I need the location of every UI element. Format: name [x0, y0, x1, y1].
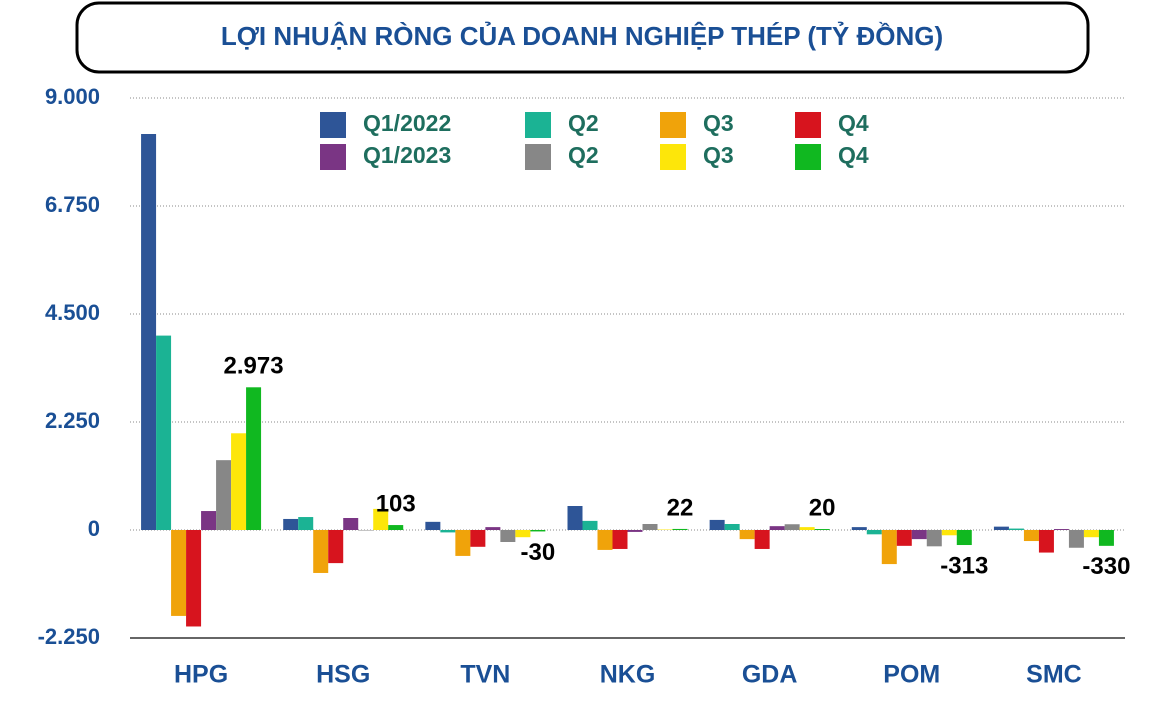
bar [283, 518, 299, 530]
bar [373, 508, 389, 530]
bar [597, 530, 613, 550]
y-tick-label: 4.500 [45, 300, 100, 325]
bar [754, 530, 770, 549]
bar [866, 530, 882, 535]
bar [455, 530, 471, 556]
bar [246, 387, 262, 530]
bar [926, 530, 942, 547]
bar [343, 518, 359, 530]
bar [567, 506, 583, 530]
bar [141, 134, 157, 530]
bar [911, 530, 927, 540]
bar [1098, 530, 1114, 546]
value-label: -330 [1082, 553, 1130, 580]
bar [1023, 530, 1039, 542]
bar [941, 530, 957, 536]
bar [724, 524, 740, 530]
y-tick-label: 0 [88, 516, 100, 541]
bar [515, 530, 531, 538]
bar [814, 529, 830, 530]
legend-label: Q4 [838, 110, 869, 136]
legend-label: Q2 [568, 110, 599, 136]
bar [231, 433, 247, 530]
bar [896, 530, 912, 546]
legend-swatch [660, 144, 686, 170]
legend-swatch [795, 112, 821, 138]
bar [851, 527, 867, 530]
bar [201, 511, 217, 530]
bar [784, 524, 800, 530]
bar [612, 530, 628, 549]
bar [1053, 529, 1069, 530]
bar [627, 530, 643, 532]
bar [216, 460, 232, 530]
legend-swatch [660, 112, 686, 138]
bar [642, 524, 658, 530]
bar [388, 525, 404, 530]
bar [582, 520, 598, 530]
bar [485, 527, 501, 530]
legend-label: Q4 [838, 142, 869, 168]
x-tick-label: HPG [174, 661, 228, 689]
chart-title: LỢI NHUẬN RÒNG CỦA DOANH NGHIỆP THÉP (TỶ… [221, 20, 943, 51]
legend-swatch [525, 144, 551, 170]
legend-swatch [320, 144, 346, 170]
legend-swatch [320, 112, 346, 138]
bar [425, 521, 441, 530]
bar [171, 530, 187, 616]
value-label: -30 [521, 539, 556, 566]
x-tick-label: GDA [742, 661, 798, 689]
bar [739, 530, 755, 540]
y-tick-label: 2.250 [45, 408, 100, 433]
legend-label: Q1/2022 [363, 110, 451, 136]
bar [156, 335, 172, 530]
x-tick-label: NKG [600, 661, 656, 689]
value-label: 103 [376, 490, 416, 517]
bar [881, 530, 897, 565]
legend-swatch [525, 112, 551, 138]
bar [440, 530, 456, 533]
bar [799, 527, 815, 530]
bar [186, 530, 202, 627]
bar [993, 526, 1009, 530]
bar [500, 530, 516, 542]
legend-label: Q3 [703, 142, 734, 168]
x-tick-label: POM [883, 661, 940, 689]
value-label: 22 [667, 494, 694, 521]
x-tick-label: TVN [460, 661, 510, 689]
x-tick-label: HSG [316, 661, 370, 689]
legend-label: Q2 [568, 142, 599, 168]
bar [298, 517, 314, 530]
bar [1008, 528, 1024, 530]
value-label: 2.973 [224, 353, 284, 380]
bar [1068, 530, 1084, 548]
legend-label: Q3 [703, 110, 734, 136]
value-label: 20 [809, 494, 836, 521]
bar [328, 530, 344, 564]
bar [769, 526, 785, 530]
bar [530, 530, 546, 532]
y-tick-label: 6.750 [45, 192, 100, 217]
x-tick-label: SMC [1026, 661, 1082, 689]
y-tick-label: -2.250 [38, 624, 100, 649]
title-box [75, 1, 1090, 74]
bar [672, 528, 688, 530]
bar [313, 530, 329, 573]
bar [956, 530, 972, 546]
bar [1083, 530, 1099, 538]
legend-swatch [795, 144, 821, 170]
legend-label: Q1/2023 [363, 142, 451, 168]
bar [1038, 530, 1054, 553]
value-label: -313 [940, 552, 988, 579]
bar [470, 530, 486, 547]
y-tick-label: 9.000 [45, 84, 100, 109]
bar [709, 519, 725, 530]
